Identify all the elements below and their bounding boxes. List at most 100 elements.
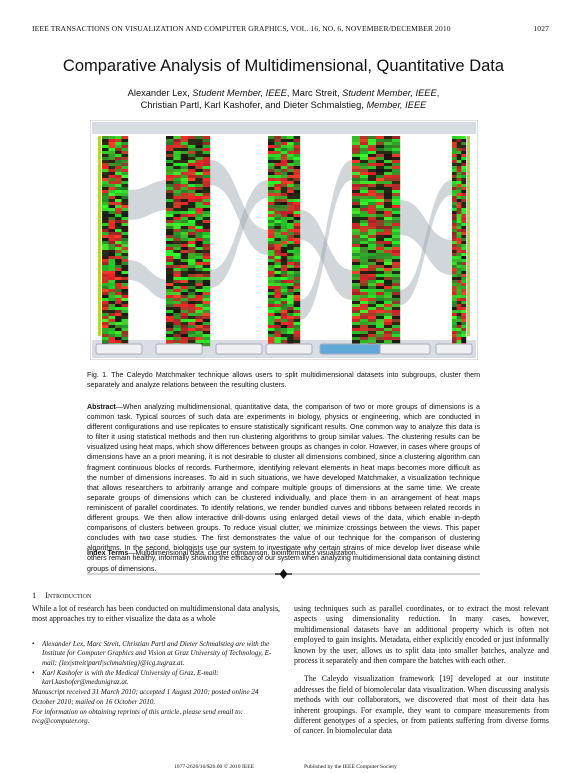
figure-art xyxy=(121,337,129,341)
figure-art xyxy=(188,328,196,332)
figure-art xyxy=(392,190,401,194)
figure-art xyxy=(376,214,385,218)
figure-art xyxy=(268,232,275,236)
figure-art xyxy=(102,187,109,191)
figure-art xyxy=(360,337,369,341)
figure-art xyxy=(456,145,462,149)
figure-art xyxy=(166,322,174,326)
figure-art xyxy=(461,283,467,287)
figure-art xyxy=(274,187,281,191)
figure-art xyxy=(384,175,393,179)
figure-art xyxy=(293,238,301,242)
figure-art xyxy=(461,187,467,191)
figure-art xyxy=(293,289,301,293)
figure-art xyxy=(188,169,196,173)
figure-art xyxy=(287,241,294,245)
figure-art xyxy=(384,280,393,284)
figure-art xyxy=(452,178,457,182)
figure-art xyxy=(352,337,361,341)
figure-art xyxy=(461,295,467,299)
figure-art xyxy=(268,217,275,221)
index-terms-text: —Multidimensional data, cluster comparis… xyxy=(128,549,358,557)
figure-art xyxy=(392,253,401,257)
figure-art xyxy=(108,241,116,245)
footnote: • Alexander Lex, Marc Streit, Christian P… xyxy=(32,640,280,668)
figure-art xyxy=(180,220,189,224)
figure-art xyxy=(166,328,174,332)
figure-art xyxy=(287,157,294,161)
figure-art xyxy=(188,148,196,152)
figure-art xyxy=(173,199,181,203)
figure-art xyxy=(188,235,196,239)
figure-art xyxy=(274,205,281,209)
figure-art xyxy=(121,331,129,335)
figure-art xyxy=(280,178,288,182)
figure-art xyxy=(166,292,174,296)
figure-art xyxy=(166,175,174,179)
figure-art xyxy=(280,307,288,311)
figure-art xyxy=(376,316,385,320)
figure-art xyxy=(360,232,369,236)
figure-art xyxy=(456,187,462,191)
figure-art xyxy=(166,205,174,209)
figure-art xyxy=(352,202,361,206)
figure-art xyxy=(188,262,196,266)
figure-art xyxy=(202,295,211,299)
figure-art xyxy=(456,295,462,299)
figure-art xyxy=(121,268,129,272)
figure-art xyxy=(368,319,377,323)
figure-art xyxy=(188,271,196,275)
figure-art xyxy=(392,250,401,254)
figure-art xyxy=(195,337,203,341)
figure-art xyxy=(452,160,457,164)
figure-art xyxy=(268,247,275,251)
figure-art xyxy=(102,271,109,275)
figure-art xyxy=(188,217,196,221)
figure-art xyxy=(452,208,457,212)
figure-art xyxy=(195,289,203,293)
figure-art xyxy=(360,268,369,272)
figure-art xyxy=(180,157,189,161)
figure-art xyxy=(115,286,122,290)
figure-art xyxy=(202,229,211,233)
figure-art xyxy=(287,238,294,242)
figure-art xyxy=(360,307,369,311)
figure-art xyxy=(121,244,129,248)
figure-art xyxy=(280,313,288,317)
figure-art xyxy=(102,193,109,197)
figure-art xyxy=(287,187,294,191)
figure-art xyxy=(384,244,393,248)
figure-art xyxy=(280,298,288,302)
figure-art xyxy=(188,298,196,302)
figure-art xyxy=(461,175,467,179)
figure-art xyxy=(384,340,393,344)
figure-art xyxy=(195,247,203,251)
figure-art xyxy=(287,259,294,263)
figure-art xyxy=(102,262,109,266)
figure-art xyxy=(376,307,385,311)
figure-art xyxy=(274,322,281,326)
figure-art xyxy=(180,172,189,176)
figure-art xyxy=(195,238,203,242)
figure-art xyxy=(360,196,369,200)
figure-art xyxy=(280,262,288,266)
figure-art xyxy=(368,304,377,308)
figure-art xyxy=(456,265,462,269)
figure-art xyxy=(202,211,211,215)
figure-art xyxy=(166,334,174,338)
figure-art xyxy=(173,322,181,326)
figure-art xyxy=(173,163,181,167)
figure-art xyxy=(452,139,457,143)
figure-art xyxy=(461,310,467,314)
figure-art xyxy=(352,229,361,233)
figure-art xyxy=(456,178,462,182)
figure-art xyxy=(166,283,174,287)
figure-art xyxy=(452,202,457,206)
figure-art xyxy=(352,247,361,251)
figure-art xyxy=(392,328,401,332)
figure-art xyxy=(293,181,301,185)
figure-art xyxy=(360,274,369,278)
figure-art xyxy=(173,271,181,275)
figure-art xyxy=(368,175,377,179)
figure-art xyxy=(368,331,377,335)
